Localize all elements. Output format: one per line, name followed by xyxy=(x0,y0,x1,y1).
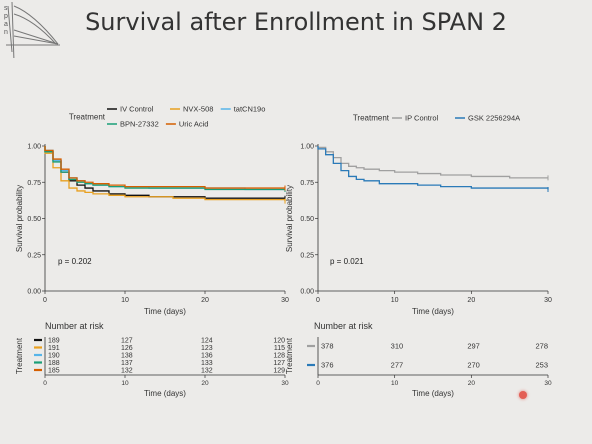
table-x-axis-label: Time (days) xyxy=(144,389,186,398)
risk-count: 189 xyxy=(48,338,60,345)
legend-entry: tatCN19o xyxy=(234,105,266,114)
risk-count: 124 xyxy=(201,338,213,345)
risk-count: 136 xyxy=(201,353,213,360)
risk-count: 120 xyxy=(273,338,285,345)
y-axis-label: Survival probability xyxy=(15,185,24,252)
p-value-annotation: p = 0.021 xyxy=(330,257,364,266)
y-tick-label: 1.00 xyxy=(27,144,41,151)
risk-count: 277 xyxy=(391,361,404,370)
legend-entry: IP Control xyxy=(405,114,439,123)
km-panel-1: 0.00 0.25 0.50 0.75 1.00 0 10 20 30 Time (days) Su… xyxy=(285,114,552,317)
risk-count: 253 xyxy=(535,361,548,370)
table-x-tick-label: 30 xyxy=(281,380,289,387)
risk-table-3: Number at risk 378 310 297 278 376 277 270 253 0 1… xyxy=(285,321,552,398)
risk-count: 138 xyxy=(121,353,133,360)
risk-count: 123 xyxy=(201,345,213,352)
y-tick-label: 1.00 xyxy=(300,144,314,151)
x-tick-label: 30 xyxy=(281,297,289,304)
y-tick-label: 0.25 xyxy=(300,252,314,259)
y-tick-label: 0.75 xyxy=(27,180,41,187)
logo-letter: n xyxy=(4,29,8,36)
x-tick-label: 20 xyxy=(201,297,209,304)
legend-title: Treatment xyxy=(69,113,106,122)
risk-count: 132 xyxy=(201,368,213,375)
risk-count: 310 xyxy=(391,342,404,351)
risk-count: 126 xyxy=(121,345,133,352)
risk-count: 188 xyxy=(48,360,60,367)
risk-count: 128 xyxy=(273,353,285,360)
risk-count: 133 xyxy=(201,360,213,367)
x-tick-label: 10 xyxy=(391,297,399,304)
table-x-tick-label: 30 xyxy=(544,380,552,387)
risk-count: 132 xyxy=(121,368,133,375)
legend-entry: Uric Acid xyxy=(179,120,209,129)
risk-table-2: Number at risk 189 127 124 120 191 126 123 115 19… xyxy=(15,321,289,398)
table-y-axis-label: Treatment xyxy=(15,337,24,374)
y-tick-label: 0.75 xyxy=(300,180,314,187)
survival-curve-gsk-2256294a xyxy=(317,146,549,190)
risk-count: 270 xyxy=(467,361,480,370)
km-panel-0: 0.00 0.25 0.50 0.75 1.00 0 10 20 30 Time (days) Su… xyxy=(15,105,289,317)
legend-entry: NVX-508 xyxy=(183,105,213,114)
y-tick-label: 0.50 xyxy=(300,216,314,223)
y-tick-label: 0.00 xyxy=(300,289,314,296)
survival-curve-tatcn19o xyxy=(44,146,285,191)
risk-count: 278 xyxy=(535,342,548,351)
y-tick-label: 0.25 xyxy=(27,252,41,259)
risk-table-title: Number at risk xyxy=(314,321,373,331)
risk-count: 185 xyxy=(48,368,60,375)
table-y-axis-label: Treatment xyxy=(285,337,294,374)
legend-entry: GSK 2256294A xyxy=(468,114,520,123)
risk-count: 127 xyxy=(273,360,285,367)
risk-table-title: Number at risk xyxy=(45,321,104,331)
y-tick-label: 0.00 xyxy=(27,289,41,296)
slide-title: Survival after Enrollment in SPAN 2 xyxy=(85,8,507,36)
risk-count: 191 xyxy=(48,345,60,352)
legend-entry: BPN-27332 xyxy=(120,120,159,129)
risk-count: 115 xyxy=(274,345,285,352)
x-tick-label: 0 xyxy=(316,297,320,304)
risk-count: 137 xyxy=(121,360,133,367)
survival-curve-nvx-508 xyxy=(44,146,286,202)
table-x-axis-label: Time (days) xyxy=(412,389,454,398)
x-axis-label: Time (days) xyxy=(144,307,186,316)
x-tick-label: 10 xyxy=(121,297,129,304)
risk-count: 190 xyxy=(48,353,60,360)
logo-letter: p xyxy=(4,13,8,20)
table-x-tick-label: 20 xyxy=(201,380,209,387)
x-tick-label: 0 xyxy=(43,297,47,304)
table-x-tick-label: 20 xyxy=(468,380,476,387)
x-tick-label: 20 xyxy=(467,297,475,304)
x-axis-label: Time (days) xyxy=(412,307,454,316)
survival-curve-bpn-27332 xyxy=(44,146,285,191)
risk-count: 376 xyxy=(321,361,334,370)
legend-title: Treatment xyxy=(353,114,390,123)
x-tick-label: 30 xyxy=(544,297,552,304)
cursor-indicator xyxy=(519,391,527,399)
legend-entry: IV Control xyxy=(120,105,154,114)
logo-letter: a xyxy=(4,21,8,28)
table-x-tick-label: 0 xyxy=(316,380,320,387)
survival-curve-ip-control xyxy=(317,146,548,179)
survival-curve-uric-acid xyxy=(44,146,285,189)
risk-count: 127 xyxy=(121,338,133,345)
y-axis-label: Survival probability xyxy=(285,185,294,252)
y-tick-label: 0.50 xyxy=(27,216,41,223)
table-x-tick-label: 0 xyxy=(43,380,47,387)
p-value-annotation: p = 0.202 xyxy=(58,257,92,266)
risk-count: 378 xyxy=(321,342,334,351)
risk-count: 297 xyxy=(467,342,480,351)
table-x-tick-label: 10 xyxy=(121,380,129,387)
table-x-tick-label: 10 xyxy=(391,380,399,387)
risk-count: 129 xyxy=(273,368,285,375)
logo-letter: s xyxy=(4,5,8,12)
